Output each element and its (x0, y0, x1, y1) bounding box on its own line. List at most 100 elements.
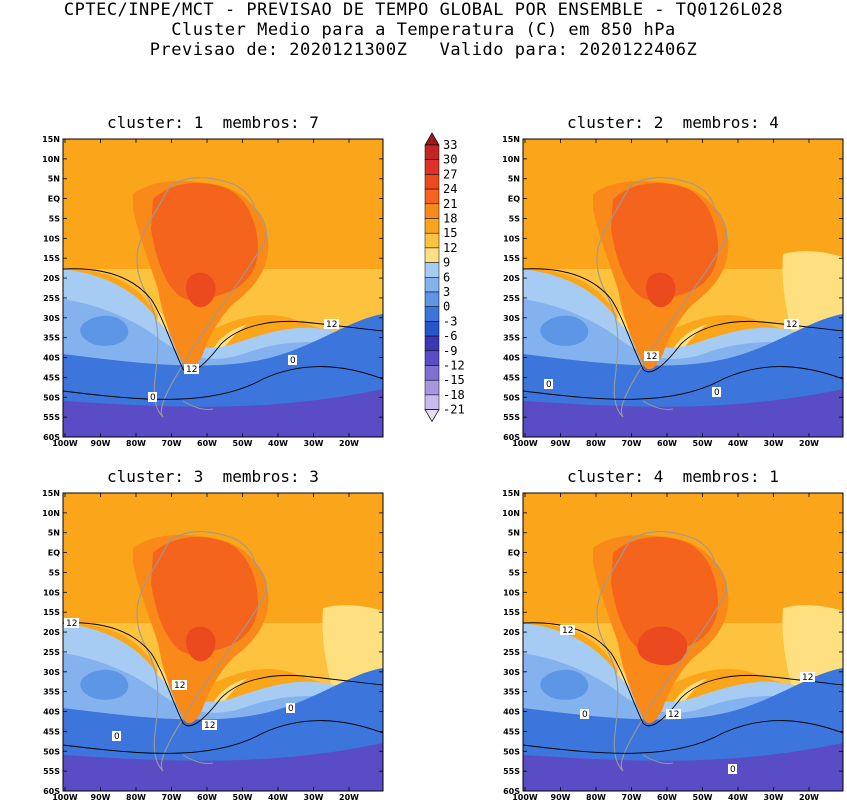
colorbar-segment (424, 188, 440, 205)
contour-label: 12 (66, 619, 77, 629)
temperature-field: 12 12 0 0 (523, 139, 843, 437)
lat-tick-label: 10S (503, 234, 520, 243)
colorbar-segment (424, 350, 440, 366)
contour-label: 12 (326, 320, 337, 330)
hot-core (646, 272, 676, 308)
lat-tick-label: 55S (43, 767, 60, 776)
lon-tick-label: 40W (728, 793, 748, 802)
lon-tick-label: 40W (268, 793, 288, 802)
contour-label-bg (64, 618, 79, 628)
cold-band-3 (523, 389, 843, 437)
map-frame (62, 492, 384, 792)
lat-tick-label: 10N (502, 155, 520, 164)
lat-tick-label: 45S (503, 727, 520, 736)
contour-label-bg (666, 709, 681, 719)
contour-0 (523, 366, 843, 400)
contour-label-bg (324, 319, 339, 329)
cold-band-3 (63, 389, 383, 437)
lon-tick-label: 30W (304, 793, 324, 802)
colorbar-label: -6 (443, 329, 457, 343)
lat-tick-label: 5N (508, 175, 520, 184)
lat-tick-label: 30S (503, 314, 520, 323)
lon-tick-label: 60W (657, 793, 677, 802)
contour-12 (63, 622, 383, 727)
lat-tick-label: 15S (43, 254, 60, 263)
contour-label-bg (800, 672, 815, 682)
colorbar-label: 12 (443, 241, 457, 255)
lat-tick-label: 30S (43, 314, 60, 323)
lat-tick-label: 5S (49, 568, 61, 577)
colorbar-label: 15 (443, 226, 457, 240)
contour-label: 12 (646, 352, 657, 362)
figure-title-line-2: Cluster Medio para a Temperatura (C) em … (171, 20, 676, 40)
lon-tick-label: 100W (512, 793, 538, 802)
lat-tick-label: 25S (43, 294, 60, 303)
lon-tick-label: 40W (728, 439, 748, 448)
lat-tick-label: 50S (503, 747, 520, 756)
lat-tick-label: 60S (43, 787, 60, 796)
tierra-del-fuego-outline (182, 400, 214, 410)
south-america-coastline (136, 177, 267, 418)
colorbar-label: 21 (443, 197, 457, 211)
lat-tick-label: 20S (503, 274, 520, 283)
lat-tick-label: 60S (503, 433, 520, 442)
lon-tick-label: 50W (233, 439, 253, 448)
lon-tick-label: 30W (304, 439, 324, 448)
lat-tick-label: 20S (503, 628, 520, 637)
lat-tick-label: 50S (43, 747, 60, 756)
lon-tick-label: 20W (339, 439, 359, 448)
lon-tick-label: 20W (799, 439, 819, 448)
contour-label-bg (580, 709, 589, 719)
lat-tick-label: 55S (503, 413, 520, 422)
lat-tick-label: 50S (43, 393, 60, 402)
lon-tick-label: 70W (622, 439, 642, 448)
colorbar-label: 30 (443, 153, 457, 167)
lon-tick-label: 40W (268, 439, 288, 448)
lon-tick-label: 90W (551, 439, 571, 448)
contour-label: 0 (582, 710, 588, 720)
colorbar-segment (424, 174, 440, 190)
colorbar-top-arrow (424, 132, 440, 146)
panel-2-title: cluster: 2 membros: 4 (567, 113, 779, 132)
lat-tick-label: 15N (502, 489, 520, 498)
continent-hot (611, 537, 718, 655)
contour-label: 12 (668, 710, 679, 720)
lat-tick-label: 10S (43, 234, 60, 243)
lat-tick-label: 15N (502, 135, 520, 144)
figure-title-line-1: CPTEC/INPE/MCT - PREVISAO DE TEMPO GLOBA… (63, 0, 784, 20)
temperature-field: 12 12 12 0 0 (63, 493, 383, 791)
lat-tick-label: 50S (503, 393, 520, 402)
lat-tick-label: 10N (42, 155, 60, 164)
lon-tick-label: 20W (339, 793, 359, 802)
colorbar-segment (424, 335, 440, 352)
lon-tick-label: 80W (126, 793, 146, 802)
lon-tick-label: 100W (512, 439, 538, 448)
hot-core (186, 272, 216, 308)
lat-tick-label: 60S (43, 433, 60, 442)
south-america-coastline (596, 177, 727, 418)
lat-tick-label: 10N (42, 509, 60, 518)
contour-label-bg (286, 703, 295, 713)
continent-hot (151, 183, 258, 301)
map-panel-1: 12 12 0 0 15N 10N 5N EQ 5S 10S 15S 20S 25S 30S 35S 40S 4… (42, 135, 384, 448)
contour-label-bg (202, 720, 217, 730)
lon-tick-label: 70W (162, 793, 182, 802)
lon-tick-label: 60W (197, 793, 217, 802)
colorbar-label: 9 (443, 256, 450, 270)
colorbar-label: 0 (443, 300, 450, 314)
temperature-field: 12 12 0 0 (63, 139, 383, 437)
cold-band-3 (523, 743, 843, 791)
contour-label-bg (712, 387, 721, 397)
lat-tick-label: EQ (48, 195, 60, 204)
lat-tick-label: 35S (43, 688, 60, 697)
contour-label: 0 (288, 704, 294, 714)
south-america-coastline (136, 531, 267, 772)
lat-tick-label: 5N (48, 175, 60, 184)
lat-tick-label: 10S (43, 588, 60, 597)
colorbar-label: -3 (443, 314, 457, 328)
colorbar-segment (424, 394, 440, 410)
lat-tick-label: 20S (43, 274, 60, 283)
lon-tick-label: 30W (764, 439, 784, 448)
lat-tick-label: 40S (43, 708, 60, 717)
